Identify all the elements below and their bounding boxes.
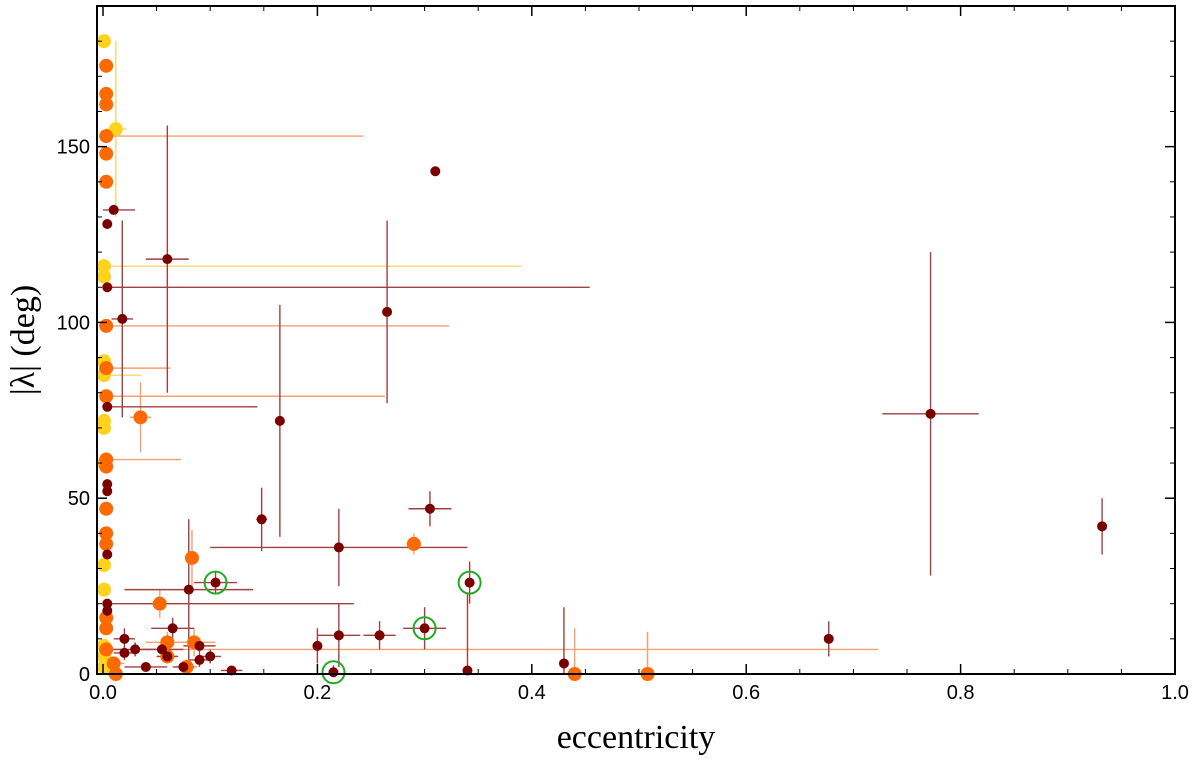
data-point (102, 605, 113, 616)
highlight-rings (203, 570, 482, 685)
data-point (99, 146, 114, 161)
x-tick-label: 0.2 (303, 682, 331, 704)
error-bars (103, 41, 1103, 675)
highlight-ring (457, 570, 482, 595)
data-point (140, 661, 151, 672)
data-point (102, 598, 113, 609)
data-point (99, 174, 114, 189)
data-point (97, 259, 112, 274)
data-point (1097, 521, 1108, 532)
axis-ticks (97, 6, 1176, 675)
data-point (99, 459, 114, 474)
data-point (162, 651, 173, 662)
data-point (167, 623, 178, 634)
data-point (99, 97, 114, 112)
data-point (183, 584, 194, 595)
data-point (256, 514, 267, 525)
plot-frame (96, 5, 1176, 675)
data-point (130, 644, 141, 655)
data-point (99, 58, 114, 73)
data-point (102, 486, 113, 497)
data-point (99, 318, 114, 333)
data-point (184, 550, 199, 565)
data-point (462, 665, 473, 676)
x-tick-label: 1.0 (1161, 682, 1189, 704)
data-point (419, 623, 430, 634)
data-point (119, 633, 130, 644)
data-point (133, 410, 148, 425)
data-point (152, 596, 167, 611)
data-point (374, 630, 385, 641)
data-point (102, 401, 113, 412)
data-point (925, 408, 936, 419)
data-point (99, 361, 114, 376)
data-point (97, 34, 112, 49)
data-point (382, 306, 393, 317)
data-point (424, 503, 435, 514)
data-point (119, 647, 130, 658)
x-tick-label: 0.4 (518, 682, 546, 704)
data-point (108, 204, 119, 215)
data-point (226, 665, 237, 676)
data-point (99, 389, 114, 404)
data-point (430, 166, 441, 177)
data-point (823, 633, 834, 644)
data-point (333, 630, 344, 641)
data-point (333, 542, 344, 553)
data-point (312, 640, 323, 651)
y-tick-label: 50 (68, 488, 90, 510)
data-point (108, 122, 123, 137)
data-point (99, 86, 114, 101)
data-point (178, 661, 189, 672)
data-point (194, 640, 205, 651)
data-point (99, 526, 114, 541)
highlight-ring (321, 660, 346, 685)
data-point (102, 549, 113, 560)
data-point (97, 420, 112, 435)
data-point (117, 313, 128, 324)
data-point (99, 621, 114, 636)
x-tick-label: 0.8 (947, 682, 975, 704)
data-point (205, 651, 216, 662)
highlight-ring (203, 570, 228, 595)
data-point (464, 577, 475, 588)
data-point (328, 667, 339, 678)
data-point (102, 218, 113, 229)
data-point (97, 582, 112, 597)
data-point (97, 558, 112, 573)
y-tick-label: 0 (79, 664, 90, 686)
y-axis-label: |λ| (deg) (5, 285, 42, 395)
x-tick-label: 0.6 (732, 682, 760, 704)
data-point (97, 269, 112, 284)
data-point (99, 129, 114, 144)
data-point (194, 654, 205, 665)
data-point (210, 577, 221, 588)
data-point (558, 658, 569, 669)
data-point (99, 536, 114, 551)
tick-labels: 0.0 0.2 0.4 0.6 0.8 1.0 0 50 100 150 (57, 137, 1189, 704)
data-point (99, 501, 114, 516)
data-point (156, 644, 167, 655)
x-tick-label: 0.0 (89, 682, 117, 704)
data-point (106, 656, 121, 671)
y-tick-label: 150 (57, 137, 90, 159)
data-point (102, 282, 113, 293)
data-point (102, 479, 113, 490)
data-points (97, 34, 1108, 681)
data-point (99, 642, 114, 657)
highlight-ring (412, 616, 437, 641)
data-point (406, 536, 421, 551)
data-point (162, 254, 173, 265)
data-point (274, 415, 285, 426)
y-tick-label: 100 (57, 312, 90, 334)
x-axis-label: eccentricity (557, 719, 716, 756)
